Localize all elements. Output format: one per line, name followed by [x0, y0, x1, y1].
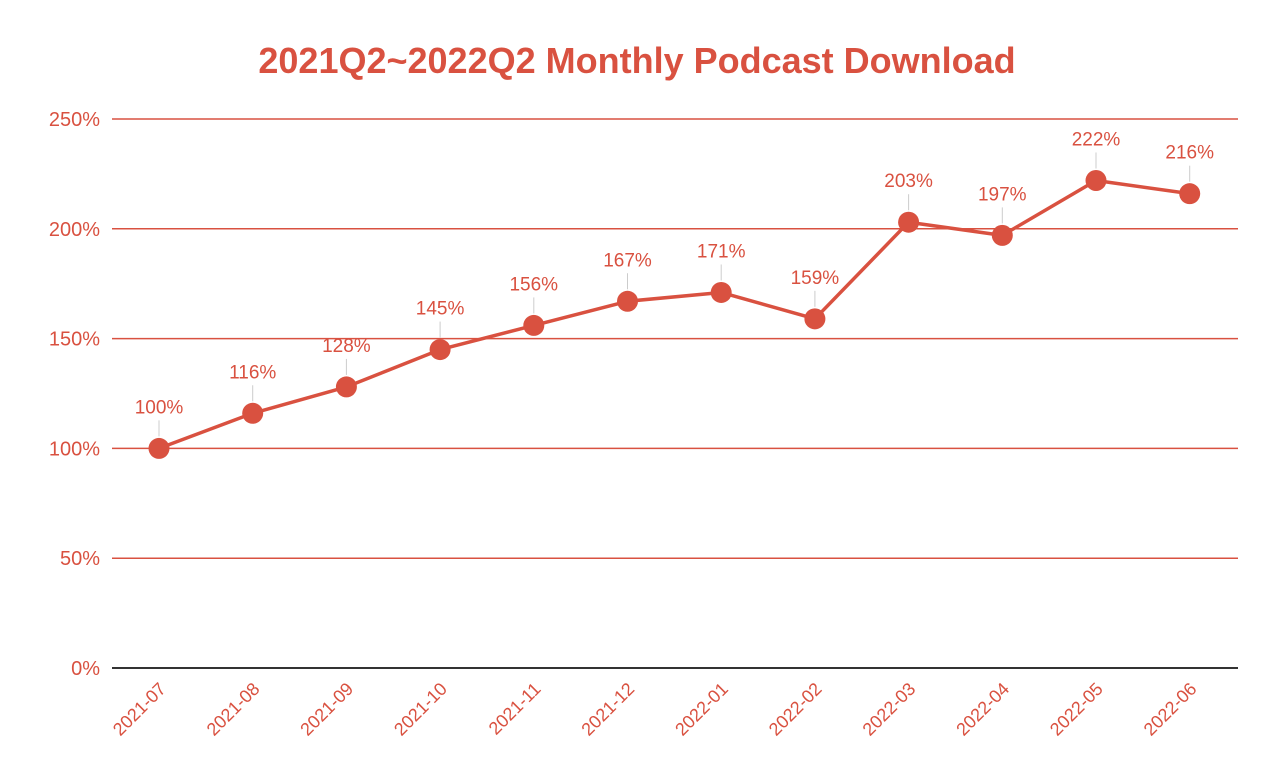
data-label: 171% — [697, 241, 746, 262]
data-point-2021-09[interactable] — [335, 376, 357, 398]
x-tick-label: 2022-03 — [859, 679, 920, 740]
gridlines — [112, 118, 1238, 669]
data-label: 100% — [135, 397, 184, 418]
data-point-2021-08[interactable] — [242, 402, 264, 424]
data-label: 128% — [322, 336, 371, 357]
y-tick-label: 0% — [71, 658, 100, 680]
x-tick-label: 2022-04 — [952, 679, 1013, 740]
y-tick-label: 150% — [49, 329, 100, 351]
chart-title: 2021Q2~2022Q2 Monthly Podcast Download — [258, 40, 1015, 81]
data-point-2021-12[interactable] — [617, 290, 638, 312]
data-label-leaders — [158, 152, 1191, 437]
y-tick-label: 50% — [60, 548, 100, 570]
y-tick-label: 250% — [49, 109, 100, 131]
data-point-2022-06[interactable] — [1179, 183, 1201, 205]
data-points — [148, 169, 1201, 459]
data-label: 167% — [603, 250, 652, 271]
x-tick-label: 2021-12 — [577, 679, 638, 740]
data-point-2022-02[interactable] — [804, 308, 826, 330]
data-label: 159% — [791, 268, 840, 289]
y-tick-label: 100% — [49, 438, 100, 460]
data-label: 197% — [978, 184, 1027, 205]
data-label: 222% — [1072, 129, 1121, 150]
y-tick-label: 200% — [49, 219, 100, 241]
data-point-2022-05[interactable] — [1085, 169, 1107, 191]
data-point-2022-03[interactable] — [898, 211, 920, 233]
data-label: 116% — [229, 362, 276, 383]
x-tick-label: 2022-02 — [765, 679, 826, 740]
data-label: 216% — [1165, 143, 1214, 164]
x-tick-label: 2021-10 — [390, 679, 451, 740]
data-point-2021-11[interactable] — [523, 314, 545, 336]
data-labels: 100% 116% 128% 145% 156% 167% 171% 159% 203% 197%… — [135, 129, 1214, 418]
x-tick-label: 2021-09 — [296, 679, 357, 740]
series-line — [157, 178, 1192, 451]
data-label: 156% — [509, 274, 558, 295]
data-point-2022-01[interactable] — [710, 281, 732, 303]
x-tick-label: 2021-08 — [203, 679, 264, 740]
data-label: 203% — [884, 171, 933, 192]
x-tick-label: 2022-05 — [1046, 679, 1107, 740]
x-tick-label: 2021-11 — [485, 679, 545, 739]
y-axis-tick-labels: 0% 50% 100% 150% 200% 250% — [49, 109, 100, 680]
series-line-layer — [157, 178, 1192, 451]
x-tick-label: 2022-06 — [1140, 679, 1201, 740]
data-label: 145% — [416, 299, 465, 320]
data-point-2021-07[interactable] — [148, 437, 170, 459]
data-point-2022-04[interactable] — [991, 224, 1013, 246]
x-tick-label: 2022-01 — [671, 679, 732, 740]
data-point-2021-10[interactable] — [429, 339, 451, 361]
x-tick-label: 2021-07 — [109, 679, 170, 740]
x-axis-tick-labels: 2021-07 2021-08 2021-09 2021-10 2021-11 2021-… — [109, 679, 1201, 740]
